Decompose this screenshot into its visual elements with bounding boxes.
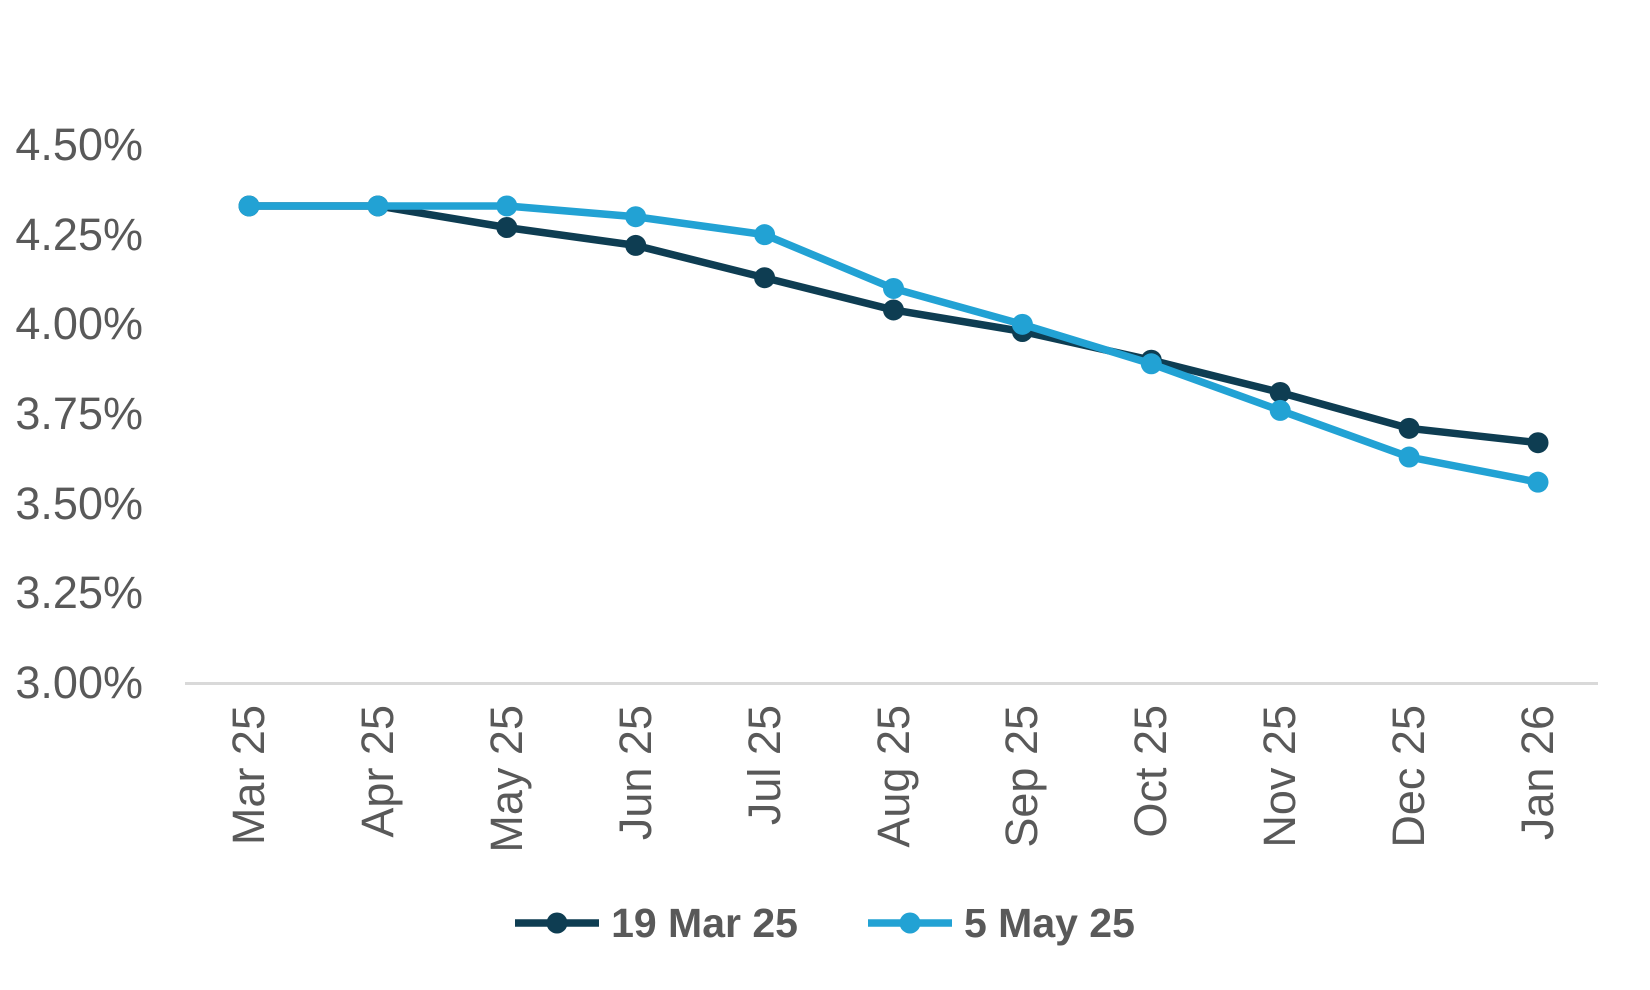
data-point (754, 267, 776, 289)
x-axis-tick-label: Mar 25 (223, 705, 274, 846)
y-axis-tick-label: 3.75% (15, 388, 143, 439)
y-axis-tick-label: 3.50% (15, 477, 143, 529)
x-axis-tick-label: Nov 25 (1254, 705, 1306, 848)
legend: 19 Mar 25 5 May 25 (0, 893, 1650, 953)
data-point (625, 206, 647, 228)
data-point (496, 216, 518, 238)
x-axis-tick-label: Jun 25 (609, 705, 661, 841)
x-axis-tick-label: Apr 25 (351, 705, 403, 838)
data-point (1269, 381, 1291, 403)
y-axis-tick-label: 3.25% (15, 567, 143, 619)
series-line-19-mar-25 (249, 202, 1539, 447)
data-point (367, 195, 389, 217)
x-axis-tick-label: May 25 (480, 705, 532, 853)
data-point (1527, 471, 1549, 493)
data-point (1398, 417, 1420, 439)
data-point (1527, 432, 1549, 454)
data-point (883, 277, 904, 299)
y-axis-tick-label: 3.00% (15, 657, 143, 708)
data-point (1011, 313, 1033, 335)
legend-label: 5 May 25 (963, 899, 1135, 946)
x-axis-tick-label: Jan 26 (1512, 705, 1563, 841)
x-axis-tick-label: Sep 25 (996, 705, 1048, 848)
x-axis-tick-label: Dec 25 (1383, 705, 1435, 848)
y-axis-tick-label: 4.00% (15, 298, 143, 350)
x-axis-tick-label: Oct 25 (1125, 705, 1177, 838)
legend-marker-icon (867, 912, 952, 934)
y-axis-tick-label: 4.50% (15, 119, 143, 170)
x-axis-baseline (185, 682, 1598, 685)
legend-label: 19 Mar 25 (611, 899, 798, 946)
legend-marker-icon (515, 912, 600, 934)
data-point (1269, 399, 1291, 421)
data-point (496, 195, 518, 217)
legend-entry-5-may-25: 5 May 25 (867, 899, 1135, 947)
data-point (625, 234, 647, 256)
data-point (754, 224, 776, 246)
data-point (1140, 353, 1162, 375)
x-axis-tick-label: Jul 25 (738, 705, 790, 826)
data-point (238, 195, 260, 217)
x-axis-tick-label: Aug 25 (867, 705, 919, 848)
legend-entry-19-mar-25: 19 Mar 25 (515, 900, 798, 947)
y-axis-tick-label: 4.25% (15, 208, 143, 260)
data-point (883, 299, 904, 321)
data-point (1398, 446, 1420, 468)
series-line-5-may-25 (249, 202, 1539, 486)
